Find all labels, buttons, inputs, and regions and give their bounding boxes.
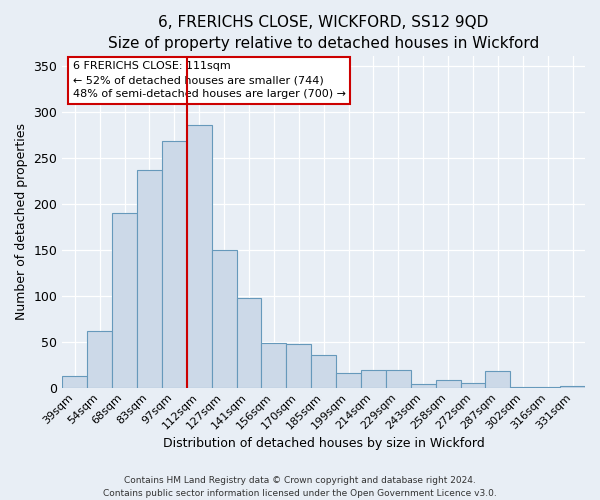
Bar [112, 213, 137, 388]
Bar [187, 126, 212, 388]
Bar [236, 298, 262, 388]
Bar [560, 386, 585, 388]
Bar [535, 386, 560, 388]
X-axis label: Distribution of detached houses by size in Wickford: Distribution of detached houses by size … [163, 437, 485, 450]
Bar [336, 373, 361, 388]
Bar [386, 370, 411, 388]
Y-axis label: Number of detached properties: Number of detached properties [15, 124, 28, 320]
Bar [212, 250, 236, 388]
Text: Contains HM Land Registry data © Crown copyright and database right 2024.
Contai: Contains HM Land Registry data © Crown c… [103, 476, 497, 498]
Bar [286, 344, 311, 388]
Bar [411, 384, 436, 388]
Bar [162, 141, 187, 388]
Bar [511, 386, 535, 388]
Bar [311, 356, 336, 388]
Bar [485, 371, 511, 388]
Title: 6, FRERICHS CLOSE, WICKFORD, SS12 9QD
Size of property relative to detached hous: 6, FRERICHS CLOSE, WICKFORD, SS12 9QD Si… [108, 15, 539, 51]
Bar [62, 376, 87, 388]
Bar [262, 344, 286, 388]
Text: 6 FRERICHS CLOSE: 111sqm
← 52% of detached houses are smaller (744)
48% of semi-: 6 FRERICHS CLOSE: 111sqm ← 52% of detach… [73, 62, 346, 100]
Bar [461, 383, 485, 388]
Bar [361, 370, 386, 388]
Bar [137, 170, 162, 388]
Bar [436, 380, 461, 388]
Bar [87, 330, 112, 388]
